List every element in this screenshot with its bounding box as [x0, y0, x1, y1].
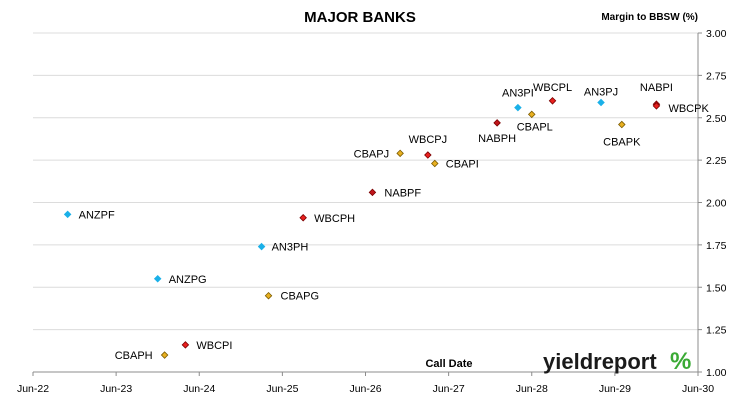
point-label-an3pj: AN3PJ [584, 86, 618, 98]
point-label-cbapl: CBAPL [517, 121, 553, 133]
x-tick-label: Jun-28 [516, 383, 548, 395]
y-tick-label: 2.75 [706, 70, 727, 82]
y-tick-label: 1.25 [706, 325, 727, 337]
yieldreport-logo: yieldreport % [543, 348, 691, 375]
y-tick-label: 2.50 [706, 113, 727, 125]
data-point-cbapl [527, 110, 536, 119]
brand-percent-icon: % [670, 348, 691, 375]
point-label-cbapj: CBAPJ [354, 148, 389, 160]
point-label-anzpf: ANZPF [79, 209, 115, 221]
x-tick-label: Jun-25 [266, 383, 298, 395]
point-label-wbcph: WBCPH [314, 213, 355, 225]
y-tick-label: 1.00 [706, 367, 727, 379]
data-point-wbcph [299, 213, 307, 222]
point-label-nabpf: NABPF [384, 187, 421, 199]
chart-title: MAJOR BANKS [304, 9, 416, 26]
data-point-an3ph [257, 242, 266, 251]
data-point-cbapg [264, 291, 273, 300]
data-point-nabpf [368, 188, 377, 197]
point-label-wbcpk: WBCPK [668, 103, 709, 115]
point-label-cbapg: CBAPG [281, 291, 320, 303]
y-tick-labels: 1.00 1.25 1.50 1.75 2.00 2.25 2.50 2.75 3.00 [698, 28, 727, 379]
point-label-wbcpj: WBCPJ [409, 134, 448, 146]
x-tick-label: Jun-26 [349, 383, 381, 395]
x-axis-label: Call Date [425, 358, 472, 370]
y-tick-label: 1.50 [706, 282, 727, 294]
y-tick-label: 2.25 [706, 155, 727, 167]
y-tick-label: 2.00 [706, 198, 727, 210]
point-label-anzpg: ANZPG [169, 274, 207, 286]
x-tick-label: Jun-24 [183, 383, 215, 395]
x-tick-label: Jun-30 [682, 383, 714, 395]
data-point-anzpg [153, 275, 162, 283]
point-labels: ANZPF ANZPG CBAPH WBCPI AN3PH CBAPG WBCPH NABPF… [79, 82, 710, 362]
y-tick-label: 3.00 [706, 28, 727, 40]
data-point-cbapi [431, 159, 439, 168]
point-label-an3pi: AN3PI [502, 88, 534, 100]
brand-name: yieldreport [543, 349, 657, 374]
x-tick-label: Jun-22 [17, 383, 49, 395]
data-point-cbaph [160, 351, 169, 359]
x-tick-label: Jun-29 [599, 383, 631, 395]
x-tick-label: Jun-27 [433, 383, 465, 395]
data-point-an3pi [514, 103, 522, 112]
point-label-cbaph: CBAPH [115, 350, 153, 362]
data-point-an3pj [597, 98, 605, 107]
point-label-wbcpi: WBCPI [196, 340, 232, 352]
x-tick-label: Jun-23 [100, 383, 132, 395]
x-tick-labels: Jun-22 Jun-23 Jun-24 Jun-25 Jun-26 Jun-27 Jun-… [17, 372, 714, 395]
data-point-wbcpk [652, 102, 661, 110]
data-point-cbapj [396, 149, 404, 158]
data-point-anzpf [63, 210, 72, 219]
point-label-wbcpl: WBCPL [533, 82, 572, 94]
data-point-nabph [493, 119, 501, 127]
point-label-cbapi: CBAPI [446, 159, 479, 171]
data-point-cbapk [618, 120, 626, 129]
point-label-an3ph: AN3PH [272, 242, 309, 254]
point-label-cbapk: CBAPK [603, 137, 641, 149]
gridlines [33, 32, 698, 373]
data-point-wbcpi [181, 341, 190, 349]
point-label-nabpi: NABPI [640, 82, 673, 94]
data-points [63, 97, 661, 359]
data-point-wbcpj [424, 151, 432, 159]
y-tick-label: 1.75 [706, 240, 727, 252]
y-axis-label: Margin to BBSW (%) [601, 12, 698, 23]
data-point-wbcpl [548, 97, 557, 105]
point-label-nabph: NABPH [478, 133, 516, 145]
